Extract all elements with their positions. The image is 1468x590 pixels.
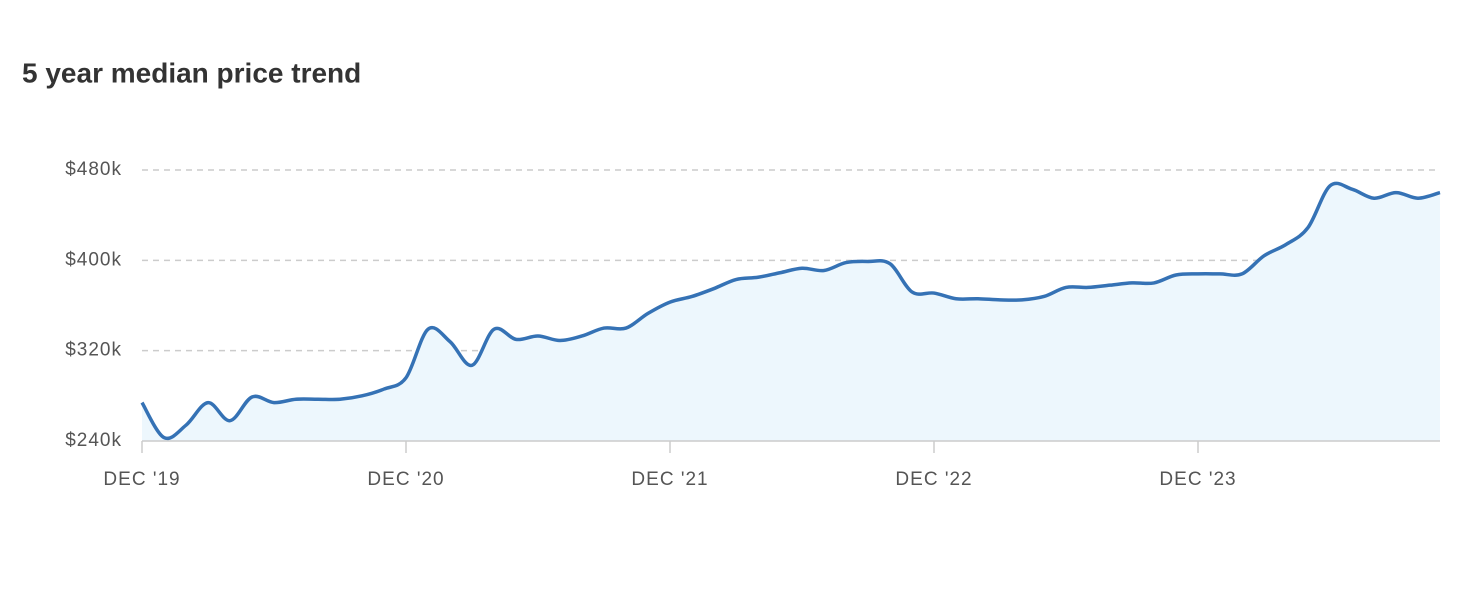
x-tick-label: DEC '23	[1159, 469, 1236, 490]
y-tick-label: $240k	[65, 430, 122, 451]
chart-title: 5 year median price trend	[22, 57, 361, 88]
x-tick-label: DEC '21	[631, 469, 708, 490]
y-tick-label: $320k	[65, 340, 122, 361]
y-tick-label: $480k	[65, 159, 122, 180]
x-tick-label: DEC '20	[367, 469, 444, 490]
y-tick-label: $400k	[65, 249, 122, 270]
x-tick-label: DEC '22	[895, 469, 972, 490]
line	[140, 181, 1441, 441]
x-tick-label: DEC '19	[103, 469, 180, 490]
area	[142, 183, 1440, 441]
